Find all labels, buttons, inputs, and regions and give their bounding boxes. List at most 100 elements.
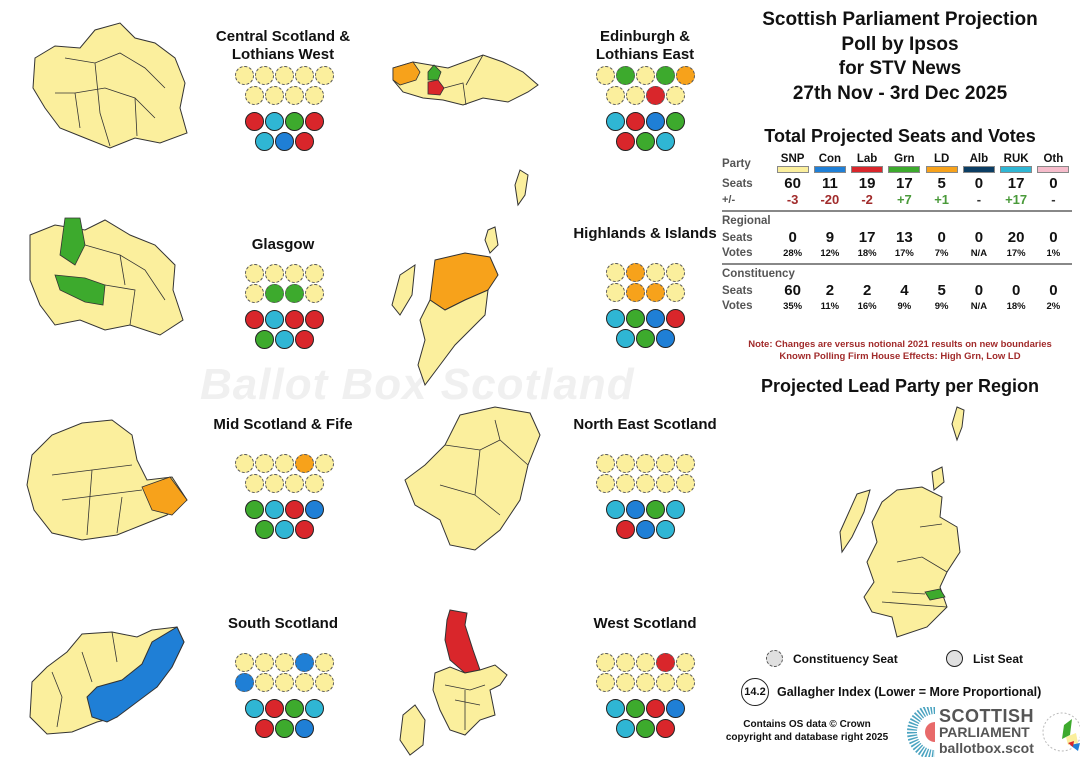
total-seats-row: Seats 60 11 19 17 5 0 17 0 [722,175,1058,192]
constituency-seat-dot [234,673,254,692]
party-snp: SNP [774,153,811,175]
constituency-seat-dot [595,673,615,692]
list-seat-row [580,520,710,539]
seat-grid-highlands [580,263,710,349]
constituency-seat-dot [294,66,314,85]
list-seat-dot [294,520,314,539]
list-seat-row [219,330,349,349]
map-scotland-lead [812,402,972,642]
regional-section-label: Regional [722,214,771,227]
swatch-con [813,166,846,173]
page-title: Scottish Parliament Projection Poll by I… [762,9,1038,104]
constituency-seat-dot [675,653,695,672]
constituency-seat-row [580,653,710,672]
constituency-seat-dot [264,284,284,303]
constituency-seat-row [580,66,710,85]
constituency-seat-dot [645,86,665,105]
legend-list: List Seat [946,650,1023,667]
constituency-seat-dot [615,653,635,672]
constituency-seat-dot [294,454,314,473]
list-seat-dot [635,132,655,151]
map-central-scotland [25,18,195,153]
constituency-seat-dot [655,673,675,692]
constituency-seat-dot [615,474,635,493]
constituency-seat-row [219,653,349,672]
party-alb: Alb [960,153,997,175]
list-seat-dot [625,500,645,519]
constituency-seat-dot [635,66,655,85]
constituency-seat-dot [244,474,264,493]
list-seat-dot [284,699,304,718]
constituency-seat-dot [635,454,655,473]
list-seat-row [580,309,710,328]
list-seat-row [219,520,349,539]
constituency-seat-dot [655,66,675,85]
constituency-seat-dot [645,283,665,302]
list-seat-dot [655,132,675,151]
constituency-seat-dot [615,454,635,473]
list-seat-dot [244,500,264,519]
party-header-row: Party SNP Con Lab Grn LD Alb RUK Oth [722,153,1072,175]
summary-table: Party SNP Con Lab Grn LD Alb RUK Oth Sea… [722,153,1072,313]
constituency-seat-dot [264,86,284,105]
constituency-seat-row [219,673,349,692]
list-seat-dot [244,310,264,329]
region-title-glasgow: Glasgow [251,236,315,253]
constituency-seat-dot [635,474,655,493]
list-seat-row [580,132,710,151]
constituency-seat-dot [665,263,685,282]
constituency-seat-dot [655,653,675,672]
constituency-seat-dot [304,264,324,283]
list-seat-icon [946,650,963,667]
constituency-seat-dot [284,284,304,303]
map-south-scotland [22,622,190,742]
constituency-seat-dot [605,86,625,105]
constituency-seat-row [580,86,710,105]
constituency-seat-dot [635,653,655,672]
legend-constituency: Constituency Seat [766,650,898,667]
list-seat-dot [605,699,625,718]
list-seat-row [580,500,710,519]
list-seat-dot [274,132,294,151]
constituency-seat-dot [605,263,625,282]
constituency-seat-dot [274,66,294,85]
constituency-seat-dot [625,283,645,302]
constituency-seat-dot [625,263,645,282]
list-seat-row [580,719,710,738]
list-seat-row [219,310,349,329]
constituency-seat-dot [635,673,655,692]
region-title-edinburgh: Edinburgh & Lothians East [595,28,695,63]
constituency-seat-row [580,283,710,302]
swatch-grn [888,166,921,173]
list-seat-dot [294,132,314,151]
constituency-seat-dot [254,653,274,672]
constituency-votes-row: Votes 35% 11% 16% 9% 9% N/A 18% 2% [722,300,1061,312]
list-seat-dot [304,112,324,131]
swatch-ld [925,166,958,173]
list-seat-dot [304,699,324,718]
list-seat-dot [264,310,284,329]
seat-grid-edinburgh [580,66,710,152]
list-seat-row [219,699,349,718]
constituency-seat-dot [244,284,264,303]
seat-grid-mid [219,454,349,540]
seat-grid-central [219,66,349,152]
list-seat-dot [665,112,685,131]
list-seat-dot [284,500,304,519]
constituency-seat-icon [766,650,783,667]
constituency-section-label: Constituency [722,267,795,280]
constituency-seat-dot [595,66,615,85]
list-seat-dot [284,112,304,131]
constituency-seat-dot [655,454,675,473]
swatch-lab [851,166,884,173]
summary-title: Total Projected Seats and Votes [764,126,1036,146]
lead-map-title: Projected Lead Party per Region [760,376,1040,396]
list-seat-dot [274,719,294,738]
constituency-seat-dot [615,673,635,692]
constituency-seat-dot [264,264,284,283]
list-seat-dot [665,500,685,519]
ballotbox-logo: SCOTTISH PARLIAMENT ballotbox.scot [905,707,1080,757]
list-seat-row [580,699,710,718]
constituency-seat-dot [244,264,264,283]
constituency-seats-row: Seats 60 2 2 4 5 0 0 0 [722,282,1058,299]
